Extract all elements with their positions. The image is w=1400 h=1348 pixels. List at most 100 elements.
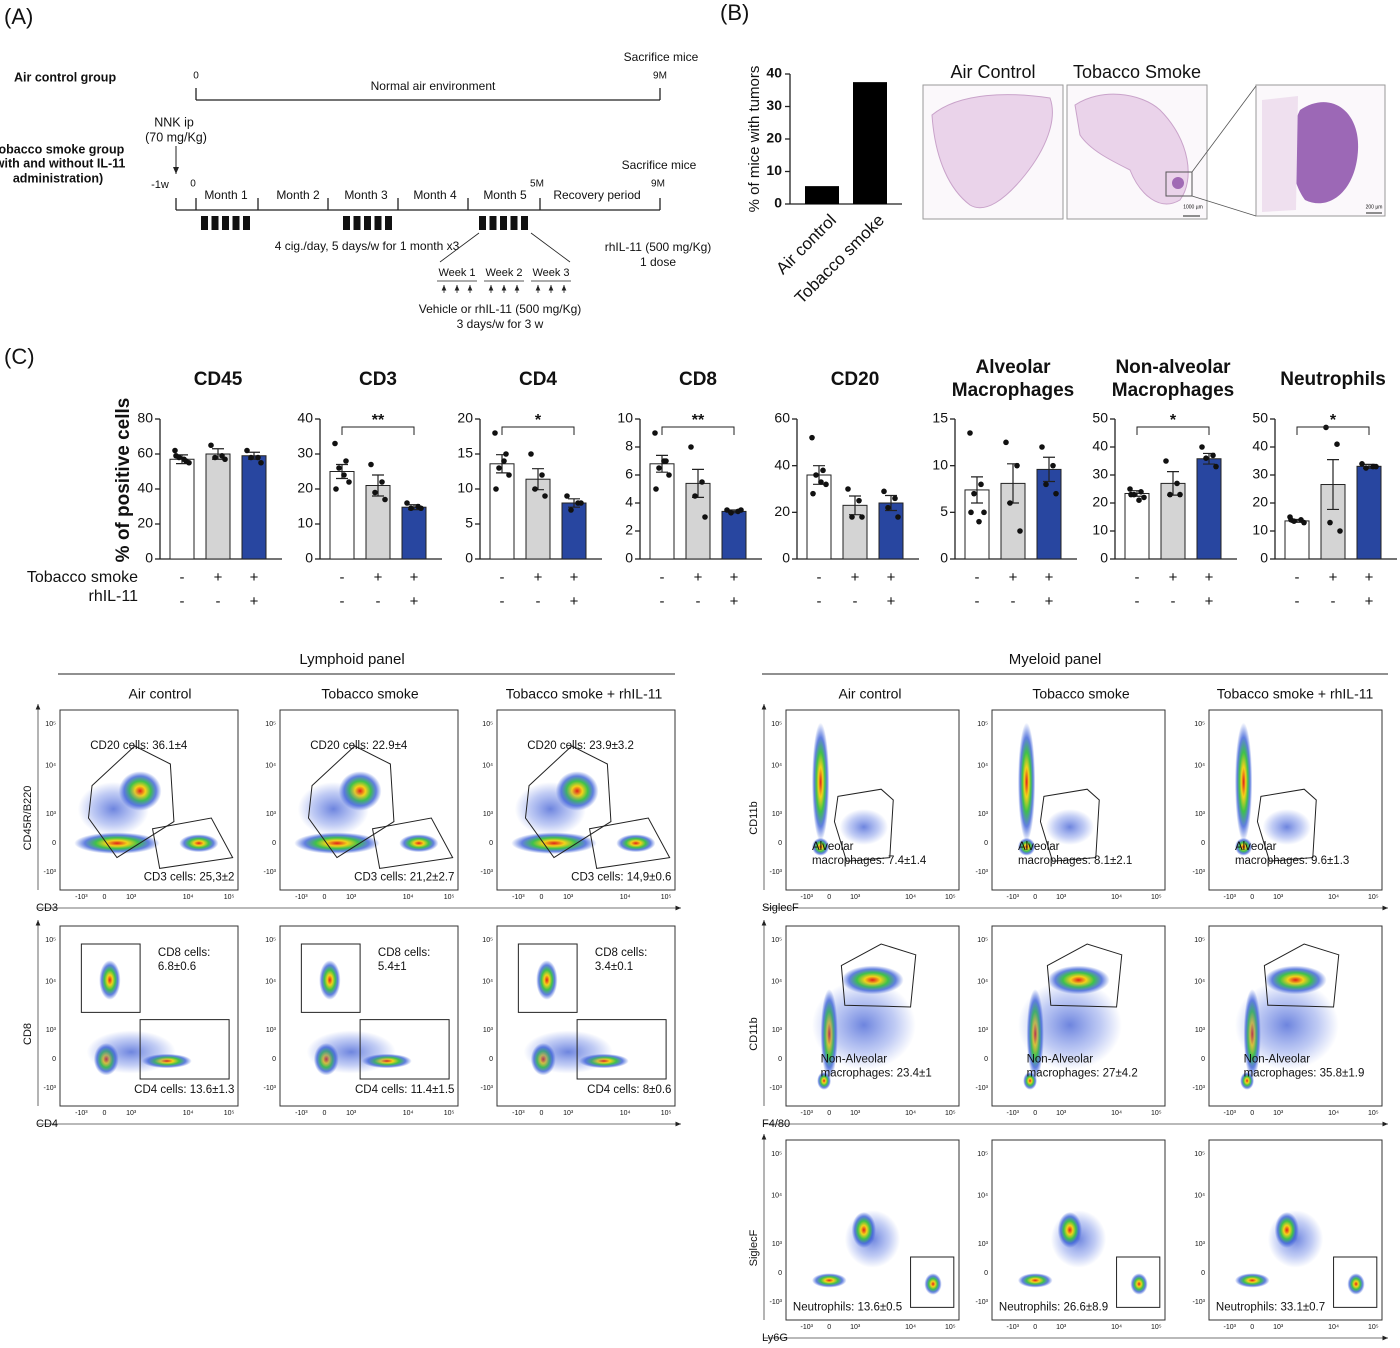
flow-tick-label: 0 [1250, 1324, 1254, 1331]
flow-tick-label: -10³ [44, 1085, 57, 1092]
group-label: Air control group [14, 70, 116, 84]
chart-title: Non-alveolar Macrophages [1111, 357, 1235, 401]
bar [205, 453, 231, 560]
y-axis-label: SiglecF [748, 1229, 760, 1266]
data-point [496, 465, 502, 471]
data-point [503, 451, 509, 457]
rule [1191, 195, 1257, 217]
flow-tick-label: 0 [272, 1056, 276, 1063]
group-label: (with and without IL-11 [0, 156, 125, 170]
cell-density [1017, 980, 1122, 1070]
cigarette-block [510, 216, 518, 230]
flow-tick-label: 0 [1033, 1110, 1037, 1117]
flow-tick-label: 10⁵ [771, 1151, 782, 1158]
condition-sign: - [180, 593, 185, 610]
data-point [656, 465, 662, 471]
gate [371, 817, 454, 869]
flow-tick-label: 10³ [1195, 1027, 1206, 1034]
data-point [702, 514, 708, 520]
flow-tick-label: -10³ [295, 1110, 308, 1117]
condition-sign: + [1365, 593, 1374, 610]
flow-tick-label: 10⁵ [661, 1110, 672, 1117]
y-tick-label: 0 [782, 550, 790, 566]
cell-density [99, 960, 121, 1000]
flow-tick-label: 0 [778, 1056, 782, 1063]
gate-label: CD4 cells: 8±0.6 [587, 1084, 671, 1096]
cell-density [1057, 1212, 1082, 1248]
condition-sign: + [410, 569, 419, 586]
gate-label: 6.8±0.6 [158, 961, 196, 973]
condition-sign: + [374, 569, 383, 586]
flow-tick-label: 10³ [563, 1110, 574, 1117]
gate [576, 1019, 667, 1080]
bar [1124, 492, 1150, 560]
column-title: Air control [128, 686, 191, 702]
flow-tick-label: 0 [489, 1056, 493, 1063]
panel-label: (A) [4, 4, 33, 29]
data-point [332, 440, 338, 447]
data-point [172, 447, 178, 454]
label: 5M [530, 179, 544, 190]
y-tick-label: 10 [617, 410, 633, 426]
label: Vehicle or rhIL-11 (500 mg/Kg) [419, 302, 582, 316]
gate-label: CD3 cells: 14,9±0.6 [571, 871, 671, 883]
bar [489, 463, 515, 560]
data-point [661, 458, 667, 464]
flow-tick-label: 0 [489, 840, 493, 847]
condition-sign: + [1045, 569, 1054, 586]
y-tick-label: 20 [297, 480, 313, 496]
flow-tick-label: -10³ [801, 894, 814, 901]
group-label: administration) [13, 171, 103, 185]
gate-label: macrophages: 23.4±1 [821, 1068, 932, 1080]
y-tick-label: 4 [625, 494, 633, 510]
y-tick-label: 10 [766, 162, 782, 178]
cigarette-block [232, 216, 240, 230]
flow-tick-label: 10⁴ [620, 894, 631, 901]
y-tick-label: 40 [766, 65, 782, 81]
rule [439, 232, 480, 263]
histology-tissue [1074, 93, 1189, 205]
x-axis-label: F4/80 [762, 1118, 790, 1130]
flow-tick-label: 0 [52, 840, 56, 847]
condition-sign: + [1169, 569, 1178, 586]
gate [1116, 1256, 1161, 1308]
cell-density [1262, 809, 1312, 845]
flow-tick-label: -10³ [44, 869, 57, 876]
flow-tick-label: 10⁵ [482, 721, 493, 728]
gate [359, 1019, 450, 1080]
flow-tick-label: -10³ [1224, 894, 1237, 901]
cell-density [1234, 1273, 1270, 1288]
data-point [382, 496, 388, 503]
condition-sign: - [1135, 593, 1140, 610]
flow-tick-label: 10⁴ [905, 1324, 916, 1331]
significance-bracket [1296, 426, 1370, 435]
flow-tick-label: 0 [323, 1110, 327, 1117]
condition-sign: + [851, 569, 860, 586]
chart-title: CD20 [830, 369, 880, 390]
flow-tick-label: 10⁴ [771, 979, 782, 986]
panel-title: Myeloid panel [1009, 651, 1102, 668]
y-tick-label: 10 [1092, 522, 1108, 538]
condition-sign: + [887, 569, 896, 586]
condition-sign: + [730, 569, 739, 586]
cell-density [511, 832, 597, 854]
label: (70 mg/Kg) [145, 130, 207, 144]
flow-tick-label: 0 [778, 840, 782, 847]
label: Sacrifice mice [622, 158, 697, 172]
condition-sign: - [1295, 593, 1300, 610]
condition-sign: - [1171, 593, 1176, 610]
gate-label: Neutrophils: 13.6±0.5 [793, 1301, 902, 1313]
label: 9M [653, 71, 667, 82]
bar [721, 510, 747, 560]
flow-tick-label: 10³ [1056, 1324, 1067, 1331]
condition-sign: + [410, 593, 419, 610]
y-tick-label: 60 [137, 445, 153, 461]
label: Tobacco smoke [27, 569, 138, 586]
gate-label: 3.4±0.1 [595, 961, 633, 973]
month-label: Month 3 [344, 188, 388, 202]
y-axis-label: % of mice with tumors [746, 66, 763, 213]
data-point [1213, 463, 1219, 470]
gate-label: CD4 cells: 11.4±1.5 [355, 1084, 454, 1096]
label: rhIL-11 [88, 588, 138, 605]
